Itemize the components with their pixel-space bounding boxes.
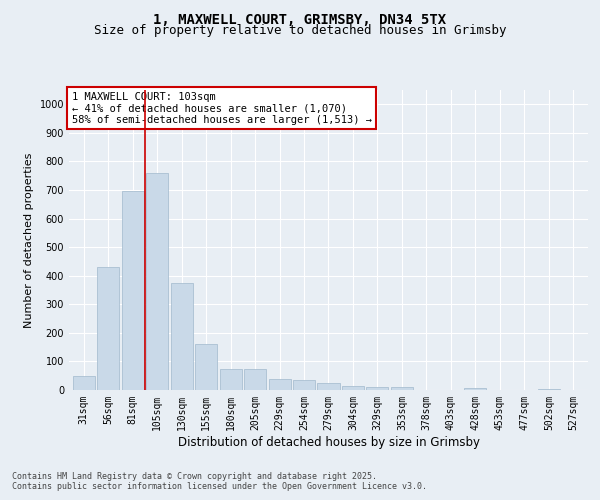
Bar (244, 368, 266, 390)
Bar (195, 344, 217, 390)
Text: 1, MAXWELL COURT, GRIMSBY, DN34 5TX: 1, MAXWELL COURT, GRIMSBY, DN34 5TX (154, 12, 446, 26)
Bar (391, 387, 413, 390)
Bar (269, 379, 290, 390)
Bar (122, 192, 143, 390)
Bar (317, 383, 340, 390)
Bar (146, 173, 168, 390)
Bar (293, 380, 315, 390)
Bar (73, 376, 95, 390)
Bar (367, 386, 388, 390)
Bar (220, 368, 242, 390)
Bar (170, 283, 193, 390)
Bar (538, 388, 560, 390)
Bar (464, 388, 487, 390)
X-axis label: Distribution of detached houses by size in Grimsby: Distribution of detached houses by size … (178, 436, 479, 448)
Text: 1 MAXWELL COURT: 103sqm
← 41% of detached houses are smaller (1,070)
58% of semi: 1 MAXWELL COURT: 103sqm ← 41% of detache… (71, 92, 371, 124)
Text: Size of property relative to detached houses in Grimsby: Size of property relative to detached ho… (94, 24, 506, 37)
Y-axis label: Number of detached properties: Number of detached properties (24, 152, 34, 328)
Bar (342, 386, 364, 390)
Text: Contains public sector information licensed under the Open Government Licence v3: Contains public sector information licen… (12, 482, 427, 491)
Bar (97, 267, 119, 390)
Text: Contains HM Land Registry data © Crown copyright and database right 2025.: Contains HM Land Registry data © Crown c… (12, 472, 377, 481)
